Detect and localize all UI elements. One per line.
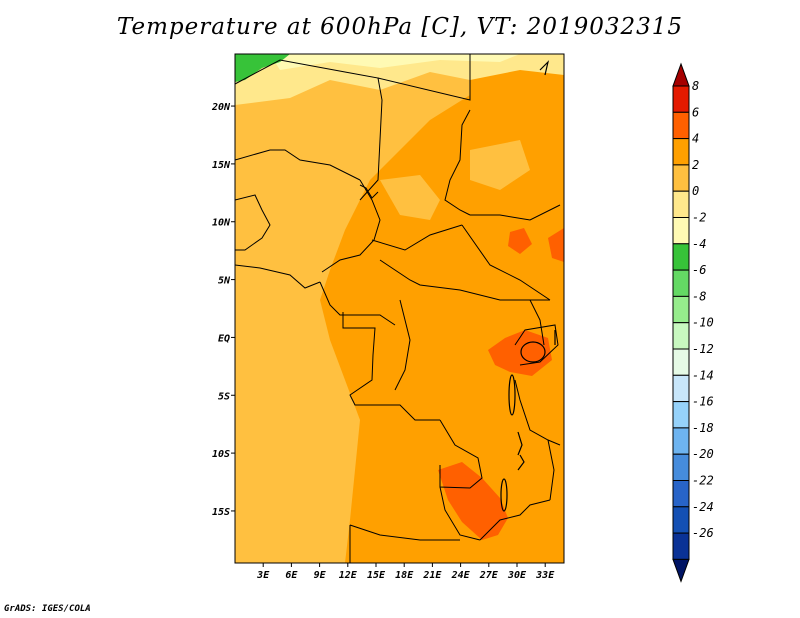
colorbar-box bbox=[672, 374, 690, 403]
lon-label: 27E bbox=[479, 570, 499, 581]
country-borders bbox=[235, 54, 561, 563]
lat-label: 5S bbox=[218, 391, 230, 402]
lat-label: 10N bbox=[212, 218, 231, 229]
lon-label: 3E bbox=[256, 570, 270, 581]
colorbar-box bbox=[672, 348, 690, 376]
lat-label: 15S bbox=[212, 507, 230, 518]
field-minus4-to-minus2 bbox=[270, 54, 520, 70]
colorbar-label: 2 bbox=[692, 158, 699, 172]
temperature-field bbox=[235, 54, 564, 563]
colorbar-box bbox=[672, 401, 690, 429]
colorbar-box bbox=[672, 322, 690, 350]
lon-label: 30E bbox=[507, 570, 527, 581]
lon-label: 6E bbox=[285, 570, 298, 581]
colorbar-box bbox=[672, 85, 690, 113]
field-4-to-6-east bbox=[508, 228, 532, 254]
lat-label: 10S bbox=[212, 449, 230, 460]
grads-credit: GrADS: IGES/COLA bbox=[4, 604, 91, 614]
colorbar-box bbox=[672, 295, 690, 324]
lon-label: 18E bbox=[395, 570, 414, 581]
lon-label: 9E bbox=[314, 570, 327, 581]
colorbar-label: -20 bbox=[692, 447, 714, 461]
colorbar-box bbox=[672, 217, 690, 245]
colorbar-label: -4 bbox=[692, 237, 706, 251]
lat-label: 20N bbox=[211, 102, 231, 113]
colorbar-box bbox=[672, 111, 690, 140]
colorbar-label: -14 bbox=[692, 368, 714, 382]
colorbar-box bbox=[672, 506, 690, 534]
map-frame bbox=[234, 53, 565, 564]
colorbar-label: -26 bbox=[692, 526, 714, 540]
colorbar-label: 6 bbox=[692, 105, 699, 119]
axis-ticks bbox=[231, 105, 546, 567]
field-4-to-6-lakes bbox=[488, 330, 552, 376]
lat-label: EQ bbox=[218, 333, 230, 344]
lat-label: 5N bbox=[218, 276, 231, 287]
latitude-labels: 20N 15N 10N 5N EQ 5S 10S 15S bbox=[211, 102, 231, 518]
colorbar-box bbox=[672, 427, 690, 455]
colorbar-label: -12 bbox=[692, 342, 714, 356]
colorbar-box bbox=[672, 532, 690, 560]
colorbar-label: -2 bbox=[692, 211, 706, 225]
colorbar-label: 8 bbox=[692, 79, 699, 93]
field-4-to-6-south bbox=[438, 462, 508, 540]
colorbar-label: -24 bbox=[692, 500, 714, 514]
colorbar-bottom-arrow bbox=[672, 558, 690, 583]
map-title: Temperature at 600hPa [C], VT: 201903231… bbox=[116, 14, 684, 40]
field-4-to-6-east2 bbox=[548, 228, 564, 262]
colorbar-label: 0 bbox=[692, 184, 699, 198]
colorbar-label: -6 bbox=[692, 263, 706, 277]
lon-label: 21E bbox=[422, 570, 442, 581]
field-0-to-2-patch bbox=[470, 140, 530, 190]
colorbar-label: -8 bbox=[692, 289, 706, 303]
colorbar-label: -16 bbox=[692, 395, 714, 409]
colorbar-box bbox=[672, 269, 690, 297]
lon-label: 12E bbox=[339, 570, 358, 581]
longitude-labels: 3E 6E 9E 12E 15E 18E 21E 24E 27E 30E 33E bbox=[256, 570, 555, 581]
field-0-to-2-patch bbox=[380, 175, 440, 220]
colorbar-box bbox=[672, 453, 690, 482]
colorbar-box bbox=[672, 164, 690, 192]
colorbar-box bbox=[672, 243, 690, 271]
field-0-to-2-west bbox=[235, 54, 470, 563]
colorbar-box bbox=[672, 480, 690, 508]
colorbar-label: -10 bbox=[692, 316, 714, 330]
colorbar-box bbox=[672, 138, 690, 166]
colorbar-box bbox=[672, 190, 690, 218]
lon-label: 24E bbox=[451, 570, 471, 581]
lat-label: 15N bbox=[212, 160, 231, 171]
colorbar-labels: 8 6 4 2 0 -2 -4 -6 -8 -10 -12 -14 -16 -18 -20 -22 -24 -26 bbox=[692, 79, 714, 540]
field-minus6-to-minus4 bbox=[235, 54, 290, 82]
colorbar bbox=[672, 62, 690, 583]
colorbar-label: -18 bbox=[692, 421, 714, 435]
lon-label: 15E bbox=[367, 570, 386, 581]
colorbar-label: 4 bbox=[692, 132, 699, 146]
colorbar-top-arrow bbox=[672, 62, 690, 87]
colorbar-label: -22 bbox=[692, 474, 714, 488]
lakes-and-rivers bbox=[500, 60, 556, 512]
lon-label: 33E bbox=[535, 570, 555, 581]
